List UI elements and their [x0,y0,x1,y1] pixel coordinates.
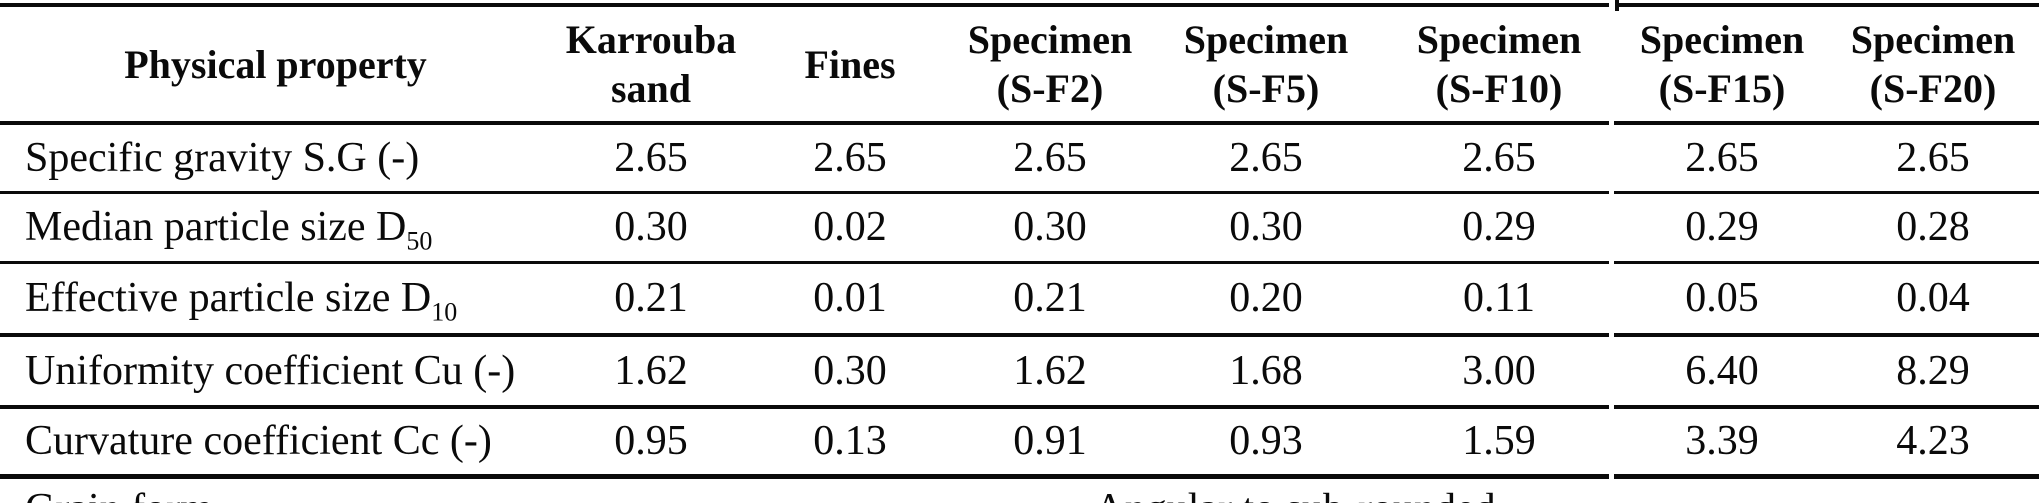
table-row-grain-form: Grain form Angular to sub-rounded [0,479,2039,503]
value-cell: 2.65 [1685,134,1759,181]
header-line: Karrouba [565,17,737,62]
table-row-curvature-coefficient: Curvature coefficient Cc (-) 0.95 0.13 0… [0,409,2039,479]
column-header-specimen-sf10: Specimen (S-F10) [1381,7,1617,121]
column-header-karrouba-sand: Karrouba sand [551,7,751,121]
value-cell: 0.30 [1013,204,1087,251]
border-break-top [1609,0,1615,9]
value-cell: 0.30 [1229,204,1303,251]
table-row-effective-particle-size: Effective particle size D10 0.21 0.01 0.… [0,264,2039,337]
header-line: (S-F20) [1869,66,1997,111]
value-cell: 1.62 [614,347,688,394]
value-cell: 2.65 [813,134,887,181]
column-header-specimen-sf20: Specimen (S-F20) [1827,7,2039,121]
header-line: Specimen [1416,17,1582,62]
header-line: Specimen [1183,17,1349,62]
value-cell: 0.93 [1229,418,1303,465]
header-line: (S-F10) [1435,66,1563,111]
value-cell: 0.29 [1462,204,1536,251]
table-row-uniformity-coefficient: Uniformity coefficient Cu (-) 1.62 0.30 … [0,337,2039,409]
value-cell: 3.39 [1685,418,1759,465]
header-line: (S-F5) [1212,66,1320,111]
value-cell: 2.65 [1896,134,1970,181]
header-line: Physical property [124,41,427,87]
header-line: sand [610,66,692,111]
header-line: (S-F15) [1658,66,1786,111]
value-cell: 8.29 [1896,347,1970,394]
value-cell: 1.62 [1013,347,1087,394]
column-header-fines: Fines [751,7,949,121]
header-line: Specimen [1639,17,1805,62]
header-line: (S-F2) [996,66,1104,111]
row-label: Specific gravity S.G (-) [25,134,420,181]
value-cell: 0.29 [1685,204,1759,251]
row-label: Effective particle size D10 [25,275,458,327]
value-cell: 0.91 [1013,418,1087,465]
value-cell: 2.65 [614,134,688,181]
value-cell: 0.28 [1896,204,1970,251]
value-cell: 2.65 [1462,134,1536,181]
table-header-row: Physical property Karrouba sand Fines Sp… [0,3,2039,125]
header-line: Fines [804,41,896,87]
value-cell: 6.40 [1685,347,1759,394]
value-cell: 0.04 [1896,275,1970,322]
value-cell: 0.95 [614,418,688,465]
value-cell: 0.02 [813,204,887,251]
column-header-physical-property: Physical property [0,7,551,121]
table-row-median-particle-size: Median particle size D50 0.30 0.02 0.30 … [0,194,2039,264]
value-cell: 0.21 [1013,275,1087,322]
value-cell: 0.30 [614,204,688,251]
value-cell: 0.20 [1229,275,1303,322]
border-break-column-divider [1609,10,1614,503]
value-cell: 0.30 [813,347,887,394]
value-cell: 0.05 [1685,275,1759,322]
row-label: Grain form [0,479,551,503]
merged-value-cell: Angular to sub-rounded [551,479,2039,503]
value-cell: 0.13 [813,418,887,465]
value-cell: 1.68 [1229,347,1303,394]
value-cell: 0.11 [1463,275,1535,322]
table-row-specific-gravity: Specific gravity S.G (-) 2.65 2.65 2.65 … [0,125,2039,194]
column-header-specimen-sf5: Specimen (S-F5) [1151,7,1381,121]
header-line: Specimen [1850,17,2016,62]
value-cell: 0.01 [813,275,887,322]
value-cell: 3.00 [1462,347,1536,394]
row-label: Uniformity coefficient Cu (-) [25,347,516,394]
header-line: Specimen [967,17,1133,62]
value-cell: 2.65 [1013,134,1087,181]
border-tick-mark [1615,0,1619,11]
value-cell: 2.65 [1229,134,1303,181]
value-cell: 0.21 [614,275,688,322]
column-header-specimen-sf15: Specimen (S-F15) [1617,7,1827,121]
column-header-specimen-sf2: Specimen (S-F2) [949,7,1151,121]
value-cell: 1.59 [1462,418,1536,465]
value-cell: 4.23 [1896,418,1970,465]
row-label: Curvature coefficient Cc (-) [25,418,492,465]
row-label: Median particle size D50 [25,204,433,256]
